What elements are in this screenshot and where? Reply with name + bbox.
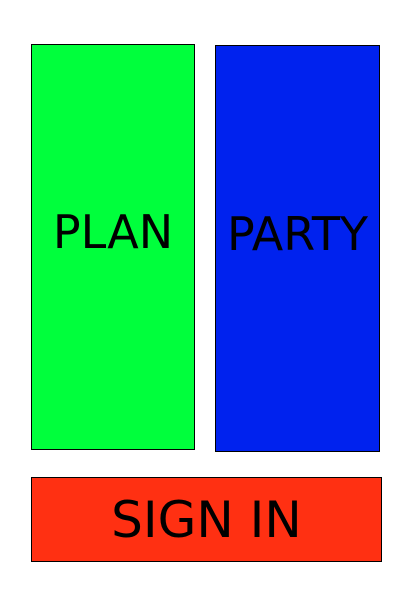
party-button-label: PARTY xyxy=(226,206,369,261)
plan-button-label: PLAN xyxy=(52,205,174,259)
plan-button[interactable]: PLAN xyxy=(31,44,195,450)
sign-in-button[interactable]: SIGN IN xyxy=(31,477,382,562)
sign-in-button-label: SIGN IN xyxy=(111,490,302,549)
party-button[interactable]: PARTY xyxy=(215,45,380,452)
